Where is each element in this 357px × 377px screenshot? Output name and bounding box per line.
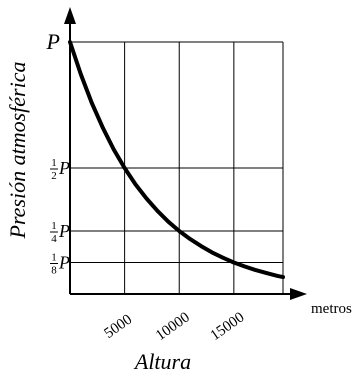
grid xyxy=(70,41,284,294)
x-tick-label: 15000 xyxy=(208,309,248,344)
y-tick-denominator: 4 xyxy=(51,233,57,245)
y-tick-numerator: 1 xyxy=(51,220,57,232)
y-axis-title: Presión atmosférica xyxy=(5,62,30,240)
axes xyxy=(64,7,307,300)
x-tick-label: 5000 xyxy=(101,312,135,342)
x-axis-title: Altura xyxy=(133,349,191,374)
x-unit-label: metros xyxy=(311,301,352,317)
x-axis-arrow xyxy=(290,288,307,300)
series-layer xyxy=(68,40,285,280)
y-tick-symbol: P xyxy=(58,253,70,273)
y-tick-denominator: 2 xyxy=(51,170,57,182)
y-tick-numerator: 1 xyxy=(51,252,57,264)
y-tick-numerator: 1 xyxy=(51,157,57,169)
series-line xyxy=(68,40,285,280)
y-tick-labels: P12 P14 P18 P xyxy=(46,29,70,277)
y-tick-symbol: P xyxy=(58,158,70,178)
y-tick-denominator: 8 xyxy=(51,265,57,277)
y-tick-symbol: P xyxy=(58,221,70,241)
x-tick-labels: 5000 10000 15000 xyxy=(101,309,247,344)
x-tick-label: 10000 xyxy=(153,309,193,344)
y-axis-arrow xyxy=(64,7,76,24)
y-tick-label: P xyxy=(46,29,60,54)
